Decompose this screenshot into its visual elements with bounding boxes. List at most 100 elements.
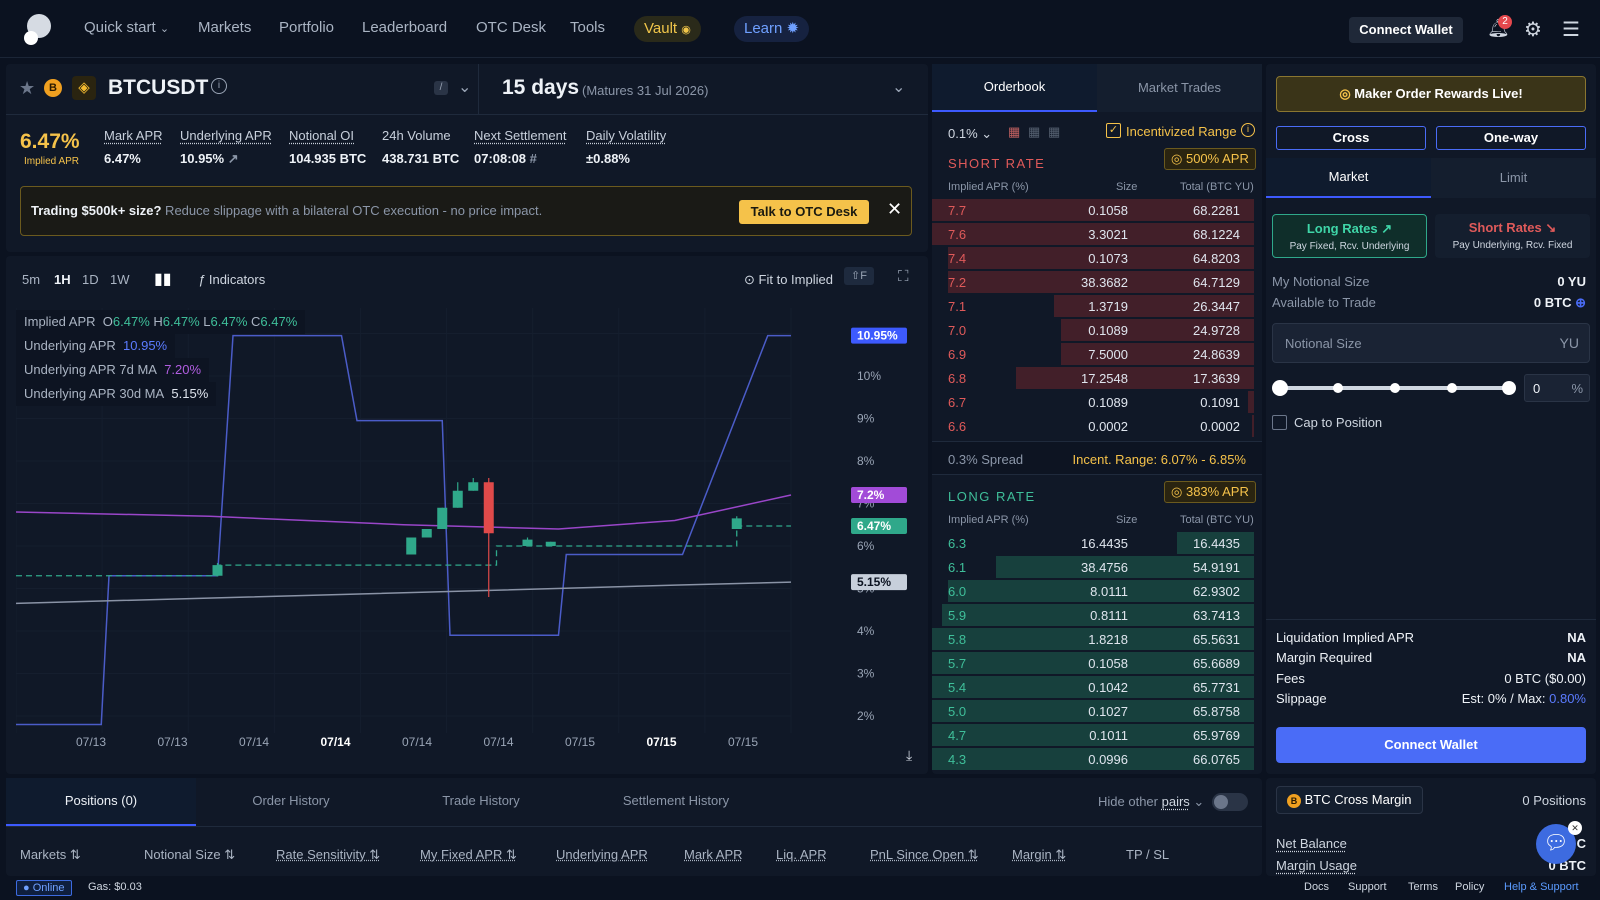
layout-asks-icon[interactable]: ▦ [1028, 124, 1041, 139]
footer-support[interactable]: Support [1348, 881, 1387, 893]
nav-quick-start[interactable]: Quick start ⌄ [84, 19, 170, 36]
connect-wallet-button[interactable]: Connect Wallet [1276, 727, 1586, 763]
ask-row[interactable]: 6.7 0.1089 0.1091 [932, 390, 1254, 414]
info-icon[interactable]: i [1241, 123, 1255, 137]
tab-market-trades[interactable]: Market Trades [1097, 64, 1262, 112]
connect-wallet-nav-button[interactable]: Connect Wallet [1349, 17, 1463, 43]
layout-both-icon[interactable]: ▦ [1008, 124, 1021, 139]
tab-market[interactable]: Market [1266, 158, 1431, 198]
ask-row[interactable]: 6.6 0.0002 0.0002 [932, 414, 1254, 438]
learn-button[interactable]: Learn ✹ [734, 16, 810, 42]
cap-checkbox[interactable] [1272, 415, 1287, 430]
notional-size-input[interactable]: Notional Size YU [1272, 323, 1590, 363]
chevron-down-icon[interactable]: ⌄ [892, 79, 906, 96]
ask-row[interactable]: 7.0 0.1089 24.9728 [932, 318, 1254, 342]
layout-bids-icon[interactable]: ▦ [1048, 124, 1061, 139]
column-header[interactable]: Mark APR [684, 847, 743, 862]
duration-selector[interactable]: 15 days [502, 76, 580, 99]
close-chat-icon[interactable]: ✕ [1568, 821, 1582, 835]
column-header[interactable]: Margin ⇅ [1012, 847, 1067, 862]
footer-help[interactable]: Help & Support [1504, 881, 1579, 893]
interval-5m[interactable]: 5m [22, 272, 41, 287]
ask-row[interactable]: 7.1 1.3719 26.3447 [932, 294, 1254, 318]
star-icon[interactable]: ★ [19, 78, 36, 98]
ask-row[interactable]: 6.8 17.2548 17.3639 [932, 366, 1254, 390]
bid-row[interactable]: 6.1 38.4756 54.9191 [932, 555, 1254, 579]
indicators-button[interactable]: ƒ Indicators [198, 272, 266, 287]
tab-limit[interactable]: Limit [1431, 158, 1596, 198]
nav-otc-desk[interactable]: OTC Desk [476, 19, 547, 36]
bid-row[interactable]: 5.4 0.1042 65.7731 [932, 675, 1254, 699]
nav-markets[interactable]: Markets [198, 19, 252, 36]
column-header[interactable]: TP / SL [1126, 847, 1170, 862]
column-header[interactable]: Rate Sensitivity ⇅ [276, 847, 381, 862]
slider-step[interactable] [1333, 383, 1343, 393]
fullscreen-icon[interactable]: ⛶ [898, 268, 909, 285]
tab-settlement-history[interactable]: Settlement History [622, 793, 730, 808]
maker-rewards-banner[interactable]: ◎ Maker Order Rewards Live! [1276, 76, 1586, 112]
column-header[interactable]: Liq. APR [776, 847, 827, 862]
nav-portfolio[interactable]: Portfolio [279, 19, 335, 36]
talk-to-otc-button[interactable]: Talk to OTC Desk [739, 200, 869, 224]
slider-thumb[interactable] [1272, 380, 1288, 396]
ask-row[interactable]: 7.7 0.1058 68.2281 [932, 198, 1254, 222]
vault-button[interactable]: Vault ◉ [634, 16, 701, 42]
short-rates-button[interactable]: Short Rates ↘ Pay Underlying, Rcv. Fixed [1435, 214, 1590, 258]
tab-positions[interactable]: Positions (0) [6, 778, 196, 826]
bid-row[interactable]: 4.7 0.1011 65.9769 [932, 723, 1254, 747]
external-link-icon[interactable]: ↗ [227, 151, 239, 166]
percent-input[interactable]: 0 % [1524, 374, 1590, 402]
chevron-down-icon[interactable]: ⌄ [458, 79, 472, 96]
tab-orderbook[interactable]: Orderbook [932, 64, 1097, 112]
tab-trade-history[interactable]: Trade History [442, 793, 520, 808]
slider-step[interactable] [1390, 383, 1400, 393]
nav-tools[interactable]: Tools [570, 19, 606, 36]
ask-row[interactable]: 6.9 7.5000 24.8639 [932, 342, 1254, 366]
ask-row[interactable]: 7.4 0.1073 64.8203 [932, 246, 1254, 270]
tab-order-history[interactable]: Order History [252, 793, 330, 808]
column-header[interactable]: Underlying APR [556, 847, 648, 862]
app-logo[interactable] [22, 12, 52, 46]
hide-pairs-toggle[interactable] [1212, 793, 1248, 811]
bid-row[interactable]: 5.0 0.1027 65.8758 [932, 699, 1254, 723]
market-symbol[interactable]: BTCUSDT [108, 76, 209, 99]
info-icon[interactable]: i [211, 78, 227, 94]
ask-row[interactable]: 7.2 38.3682 64.7129 [932, 270, 1254, 294]
footer-terms[interactable]: Terms [1408, 881, 1438, 893]
bid-row[interactable]: 4.3 0.0996 66.0765 [932, 747, 1254, 771]
column-header[interactable]: PnL Since Open ⇅ [870, 847, 979, 862]
column-header[interactable]: Notional Size ⇅ [144, 847, 236, 862]
slider-step[interactable] [1447, 383, 1457, 393]
interval-1h[interactable]: 1H [54, 272, 71, 287]
bid-row[interactable]: 5.7 0.1058 65.6689 [932, 651, 1254, 675]
menu-icon[interactable]: ☰ [1562, 19, 1580, 41]
close-icon[interactable]: ✕ [887, 199, 903, 219]
gear-icon[interactable]: ⚙ [1524, 19, 1542, 41]
nav-leaderboard[interactable]: Leaderboard [362, 19, 448, 36]
bid-row[interactable]: 6.3 16.4435 16.4435 [932, 531, 1254, 555]
slider-end[interactable] [1502, 381, 1516, 395]
margin-account-select[interactable]: B BTC Cross Margin [1276, 786, 1423, 814]
col-size: Size [1116, 181, 1138, 193]
bid-row[interactable]: 5.8 1.8218 65.5631 [932, 627, 1254, 651]
edit-icon[interactable]: / [434, 81, 448, 95]
long-rates-button[interactable]: Long Rates ↗ Pay Fixed, Rcv. Underlying [1272, 214, 1427, 258]
interval-1w[interactable]: 1W [110, 272, 130, 287]
bid-row[interactable]: 5.9 0.8111 63.7413 [932, 603, 1254, 627]
download-icon[interactable]: ⤓ [906, 747, 913, 763]
footer-policy[interactable]: Policy [1455, 881, 1485, 893]
fit-to-implied-button[interactable]: ⊙ Fit to Implied [744, 272, 833, 287]
bid-row[interactable]: 6.0 8.0111 62.9302 [932, 579, 1254, 603]
cross-button[interactable]: Cross [1276, 126, 1426, 150]
plus-circle-icon[interactable]: ⊕ [1575, 295, 1586, 310]
column-header[interactable]: My Fixed APR ⇅ [420, 847, 517, 862]
hide-other-pairs[interactable]: Hide other pairs ⌄ [1098, 794, 1205, 809]
column-header[interactable]: Markets ⇅ [20, 847, 81, 862]
interval-1d[interactable]: 1D [82, 272, 99, 287]
tick-size-select[interactable]: 0.1% ⌄ [948, 126, 993, 141]
one-way-button[interactable]: One-way [1436, 126, 1586, 150]
ask-row[interactable]: 7.6 3.3021 68.1224 [932, 222, 1254, 246]
footer-docs[interactable]: Docs [1304, 881, 1330, 893]
candle-type-icon[interactable]: ▮▮ [154, 271, 172, 288]
incentivized-checkbox[interactable]: ✓ [1106, 123, 1121, 138]
